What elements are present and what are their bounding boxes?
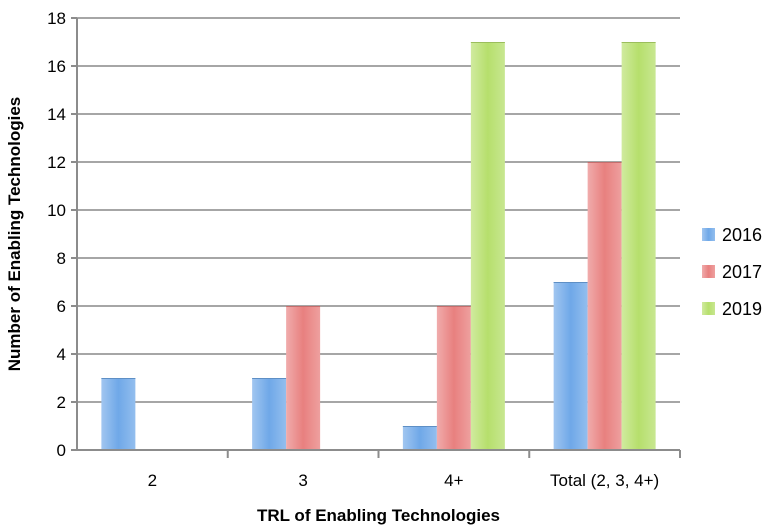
- bar-2016-0: [101, 378, 136, 450]
- y-tick-label: 4: [57, 345, 66, 364]
- legend-label-2017: 2017: [722, 262, 762, 282]
- x-tick-label: 3: [298, 471, 307, 490]
- x-tick-labels: 2 3 4+ Total (2, 3, 4+): [148, 471, 660, 490]
- bar-2016-3: [553, 282, 588, 450]
- y-tick-label: 2: [57, 393, 66, 412]
- y-tick-label: 18: [47, 9, 66, 28]
- bar-2019-3: [621, 42, 656, 450]
- legend-label-2016: 2016: [722, 225, 762, 245]
- bar-2017-3: [587, 162, 622, 450]
- y-tick-label: 0: [57, 441, 66, 460]
- bar-2017-1: [286, 306, 321, 450]
- x-tick-label: Total (2, 3, 4+): [550, 471, 659, 490]
- bar-2016-2: [402, 426, 437, 450]
- bar-2016-1: [252, 378, 287, 450]
- y-tick-label: 12: [47, 153, 66, 172]
- axes: [71, 17, 681, 458]
- bars: [101, 42, 656, 450]
- bar-2017-2: [436, 306, 471, 450]
- legend: 2016 2017 2019: [702, 225, 762, 319]
- legend-swatch-2019: [702, 302, 715, 315]
- y-tick-label: 16: [47, 57, 66, 76]
- x-axis-title: TRL of Enabling Technologies: [257, 506, 500, 525]
- y-tick-label: 6: [57, 297, 66, 316]
- legend-label-2019: 2019: [722, 299, 762, 319]
- legend-swatch-2016: [702, 228, 715, 241]
- legend-swatch-2017: [702, 265, 715, 278]
- y-axis-title: Number of Enabling Technologies: [5, 97, 24, 372]
- gridlines: [77, 17, 680, 403]
- bar-2019-2: [470, 42, 505, 450]
- y-tick-label: 14: [47, 105, 66, 124]
- y-tick-label: 10: [47, 201, 66, 220]
- y-tick-labels: 0 2 4 6 8 10 12 14 16 18: [47, 9, 66, 460]
- y-tick-label: 8: [57, 249, 66, 268]
- x-tick-label: 4+: [444, 471, 463, 490]
- x-tick-label: 2: [148, 471, 157, 490]
